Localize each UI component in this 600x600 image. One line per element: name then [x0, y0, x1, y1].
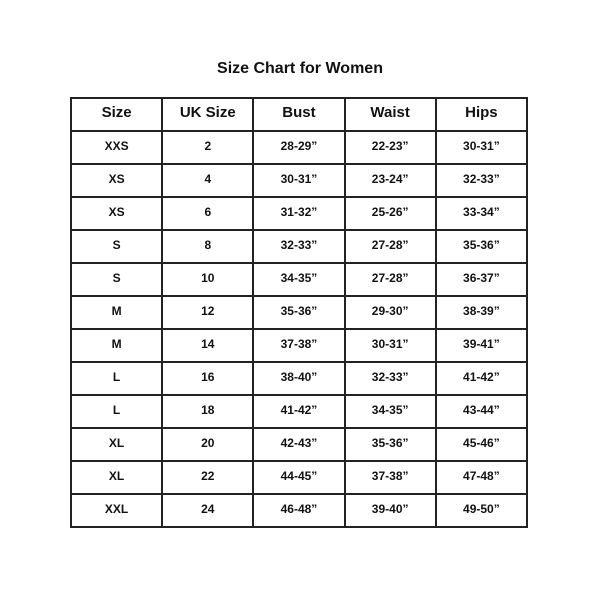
- table-cell: 12: [161, 295, 255, 330]
- table-row: M 14 37-38” 30-31” 39-41”: [69, 328, 529, 363]
- table-cell: 29-30”: [343, 295, 437, 330]
- table-cell: 2: [161, 130, 255, 165]
- table-cell: 6: [161, 196, 255, 231]
- table-cell: 25-26”: [343, 196, 437, 231]
- table-row: XL 22 44-45” 37-38” 47-48”: [69, 460, 529, 495]
- table-row: XL 20 42-43” 35-36” 45-46”: [69, 427, 529, 462]
- table-cell: 34-35”: [343, 394, 437, 429]
- table-row: XS 4 30-31” 23-24” 32-33”: [69, 163, 529, 198]
- table-cell: 44-45”: [252, 460, 346, 495]
- table-row: L 18 41-42” 34-35” 43-44”: [69, 394, 529, 429]
- size-chart-table: Size UK Size Bust Waist Hips XXS 2 28-29” 22-23…: [69, 97, 529, 528]
- table-cell: 28-29”: [252, 130, 346, 165]
- table-cell: 43-44”: [434, 394, 529, 429]
- table-row: XXS 2 28-29” 22-23” 30-31”: [69, 130, 529, 165]
- table-cell: 38-39”: [434, 295, 529, 330]
- table-cell: 42-43”: [252, 427, 346, 462]
- table-cell: 46-48”: [252, 493, 346, 528]
- table-cell: 32-33”: [434, 163, 529, 198]
- table-cell: 35-36”: [343, 427, 437, 462]
- table-cell: XXL: [69, 493, 164, 528]
- table-cell: L: [69, 361, 164, 396]
- table-cell: 22: [161, 460, 255, 495]
- table-cell: 35-36”: [252, 295, 346, 330]
- table-cell: M: [69, 328, 164, 363]
- table-row: XS 6 31-32” 25-26” 33-34”: [69, 196, 529, 231]
- table-cell: 30-31”: [343, 328, 437, 363]
- table-cell: L: [69, 394, 164, 429]
- table-cell: 49-50”: [434, 493, 529, 528]
- table-cell: 14: [161, 328, 255, 363]
- table-cell: 37-38”: [343, 460, 437, 495]
- table-cell: 27-28”: [343, 262, 437, 297]
- table-cell: 23-24”: [343, 163, 437, 198]
- column-header: Waist: [343, 97, 437, 132]
- table-cell: 4: [161, 163, 255, 198]
- table-cell: XL: [69, 460, 164, 495]
- table-cell: XXS: [69, 130, 164, 165]
- page-title: Size Chart for Women: [217, 60, 383, 77]
- table-row: S 10 34-35” 27-28” 36-37”: [69, 262, 529, 297]
- table-body: XXS 2 28-29” 22-23” 30-31” XS 4 30-31” 23-24” 32-…: [69, 130, 529, 528]
- table-cell: S: [69, 229, 164, 264]
- table-cell: 34-35”: [252, 262, 346, 297]
- table-cell: 37-38”: [252, 328, 346, 363]
- header-row: Size UK Size Bust Waist Hips: [69, 97, 529, 132]
- table-cell: 16: [161, 361, 255, 396]
- column-header: UK Size: [161, 97, 255, 132]
- table-cell: 38-40”: [252, 361, 346, 396]
- column-header: Bust: [252, 97, 346, 132]
- table-cell: 41-42”: [434, 361, 529, 396]
- table-cell: 39-40”: [343, 493, 437, 528]
- table-cell: 22-23”: [343, 130, 437, 165]
- table-cell: 33-34”: [434, 196, 529, 231]
- table-cell: 47-48”: [434, 460, 529, 495]
- table-cell: M: [69, 295, 164, 330]
- table-cell: 27-28”: [343, 229, 437, 264]
- table-cell: XS: [69, 196, 164, 231]
- table-cell: 35-36”: [434, 229, 529, 264]
- table-cell: 24: [161, 493, 255, 528]
- table-cell: 31-32”: [252, 196, 346, 231]
- table-cell: 32-33”: [343, 361, 437, 396]
- table-cell: XL: [69, 427, 164, 462]
- table-cell: 39-41”: [434, 328, 529, 363]
- table-row: M 12 35-36” 29-30” 38-39”: [69, 295, 529, 330]
- table-cell: 32-33”: [252, 229, 346, 264]
- table-cell: S: [69, 262, 164, 297]
- table-cell: 36-37”: [434, 262, 529, 297]
- table-cell: 45-46”: [434, 427, 529, 462]
- table-row: XXL 24 46-48” 39-40” 49-50”: [69, 493, 529, 528]
- column-header: Hips: [434, 97, 529, 132]
- table-cell: XS: [69, 163, 164, 198]
- table-cell: 30-31”: [252, 163, 346, 198]
- table-cell: 8: [161, 229, 255, 264]
- table-cell: 10: [161, 262, 255, 297]
- table-cell: 18: [161, 394, 255, 429]
- table-row: S 8 32-33” 27-28” 35-36”: [69, 229, 529, 264]
- table-row: L 16 38-40” 32-33” 41-42”: [69, 361, 529, 396]
- table-cell: 41-42”: [252, 394, 346, 429]
- table-cell: 30-31”: [434, 130, 529, 165]
- column-header: Size: [69, 97, 164, 132]
- table-cell: 20: [161, 427, 255, 462]
